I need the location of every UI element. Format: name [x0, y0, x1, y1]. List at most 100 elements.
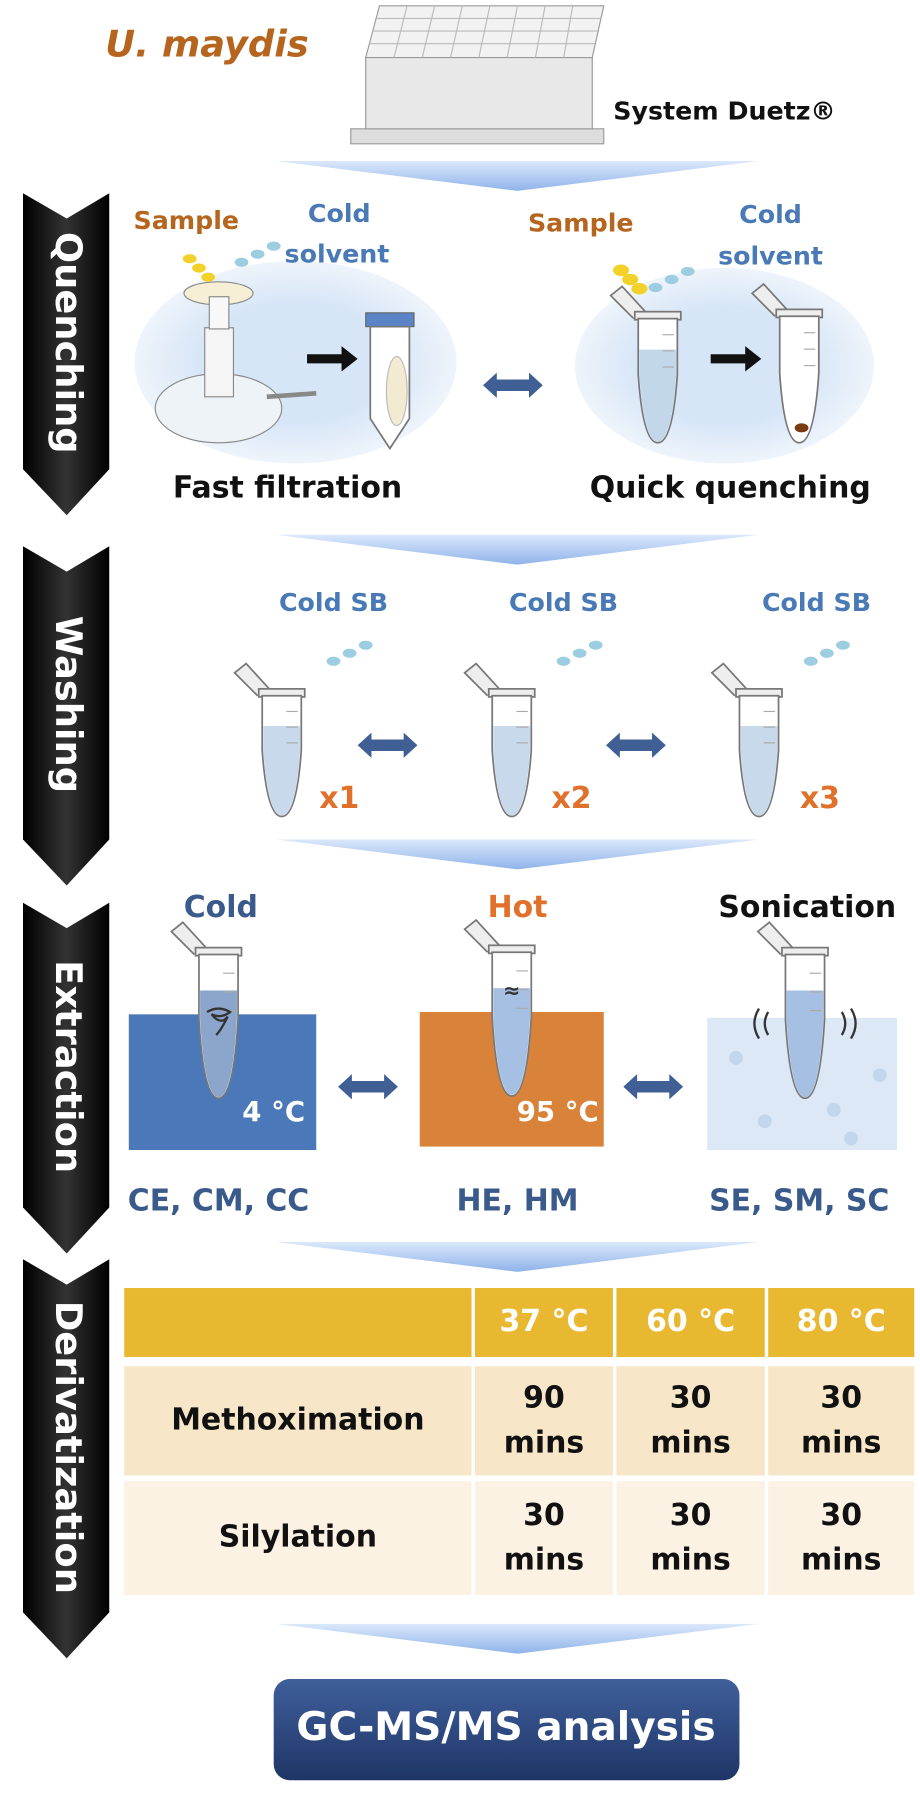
funnel-top: [208, 296, 230, 330]
label: SE, SM, SC: [709, 1183, 889, 1218]
tube-lid: [233, 662, 273, 697]
tube-liquid: [263, 725, 301, 816]
drop: [234, 257, 249, 267]
tube-lid: [710, 662, 750, 697]
flow-chevron: [276, 1623, 759, 1654]
tube-lid: [750, 282, 790, 317]
stage-label: Derivatization: [47, 1301, 90, 1594]
label: 95 °C: [517, 1095, 599, 1128]
table-cell: [616, 1288, 765, 1358]
bubble: [872, 1068, 887, 1083]
table-cell: [474, 1288, 613, 1358]
table-cell: [474, 1481, 613, 1596]
organism: U. maydis: [105, 23, 309, 66]
drop: [556, 656, 571, 666]
label: Hot: [488, 890, 548, 925]
label: solvent: [718, 242, 823, 271]
label: 90: [523, 1381, 565, 1416]
table-cell: [768, 1288, 915, 1358]
label: Cold SB: [762, 588, 871, 617]
label: 30: [820, 1381, 862, 1416]
label: x2: [552, 781, 592, 816]
label: 4 °C: [242, 1095, 305, 1128]
table-cell: [124, 1481, 472, 1596]
table-cell: [124, 1366, 472, 1476]
tube-lid: [170, 921, 209, 956]
table-cell: [474, 1366, 613, 1476]
drop: [819, 648, 834, 658]
drop: [326, 656, 341, 666]
label: Silylation: [219, 1520, 377, 1555]
double-arrow: [606, 732, 666, 758]
tube-lid: [609, 285, 649, 320]
label: Sonication: [718, 890, 896, 925]
flow-chevron: [276, 161, 759, 191]
label: System Duetz®: [613, 97, 835, 126]
stage-banner: [23, 1259, 110, 1659]
plate-base: [350, 128, 605, 145]
swirl: [206, 1007, 233, 1036]
double-arrow: [357, 732, 418, 758]
label: Cold: [184, 890, 258, 925]
table-cell: [616, 1481, 765, 1596]
label: 80 °C: [797, 1304, 886, 1339]
tube-liquid: [493, 988, 531, 1095]
steam: ≈: [503, 978, 520, 1002]
drop: [588, 640, 603, 650]
label: x3: [800, 781, 840, 816]
table-cell: [768, 1366, 915, 1476]
tube: [778, 315, 820, 444]
stage-banner: [23, 193, 110, 516]
bubble: [729, 1051, 743, 1065]
label: Cold SB: [509, 588, 618, 617]
tube-liquid: [786, 990, 824, 1098]
funnel: [204, 327, 235, 398]
tube-liquid: [639, 349, 677, 442]
label: mins: [504, 1543, 584, 1578]
bubble: [826, 1102, 841, 1117]
stage-banner: [23, 546, 110, 886]
bubble: [757, 1114, 772, 1129]
double-arrow: [623, 1074, 684, 1100]
drop: [836, 640, 850, 650]
tube-lid: [463, 918, 503, 953]
label: Cold SB: [279, 588, 388, 617]
flow-chevron: [276, 1242, 759, 1272]
stage-label: Quenching: [47, 232, 90, 454]
drop: [182, 254, 197, 264]
plate-side: [365, 56, 593, 130]
tube-cap: [365, 312, 415, 328]
label: Quick quenching: [590, 470, 871, 505]
drop: [622, 273, 639, 286]
label: 30: [670, 1381, 712, 1416]
drop: [266, 241, 281, 251]
label: HE, HM: [457, 1183, 579, 1218]
stage-label: Washing: [47, 616, 90, 793]
label: mins: [801, 1543, 881, 1578]
label: 30: [820, 1498, 862, 1533]
label: CE, CM, CC: [128, 1183, 309, 1218]
tube-liquid: [740, 725, 778, 816]
flask-arm: [266, 391, 317, 400]
pellet: [794, 423, 809, 433]
label: 60 °C: [646, 1304, 735, 1339]
drop: [192, 263, 206, 273]
label: solvent: [285, 239, 390, 268]
arrow: [710, 346, 762, 372]
drop: [664, 274, 679, 285]
label: 30: [523, 1498, 565, 1533]
table-cell: [616, 1366, 765, 1476]
label: Fast filtration: [173, 470, 402, 505]
tube-lid: [463, 662, 503, 697]
label: mins: [650, 1543, 730, 1578]
tube-lid: [756, 921, 796, 956]
stage-label: Extraction: [47, 960, 90, 1173]
label: Sample: [134, 206, 240, 235]
drop: [612, 264, 630, 277]
sound-waves: [753, 1007, 857, 1040]
label: 37 °C: [500, 1304, 589, 1339]
label: x1: [319, 781, 359, 816]
double-arrow: [483, 372, 543, 398]
drop: [648, 282, 663, 293]
analysis-box: [273, 1679, 740, 1781]
